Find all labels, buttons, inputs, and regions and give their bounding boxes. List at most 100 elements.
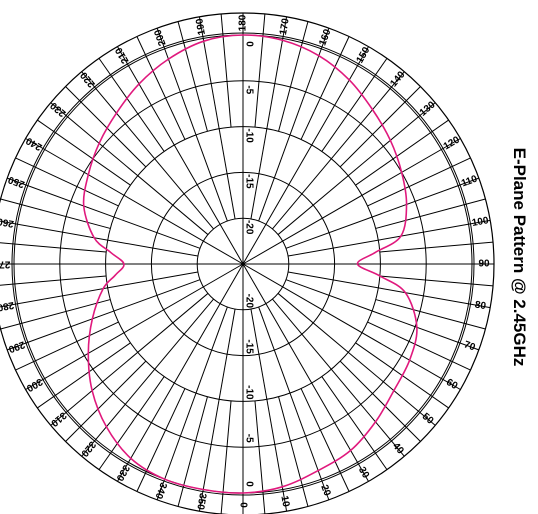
spoke-line (339, 360, 421, 442)
radial-tick-label: -20 (244, 294, 255, 309)
angle-tick-label: 350 (194, 492, 208, 511)
spoke-line (65, 360, 147, 442)
chart-title: E-Plane Pattern @ 2.45GHz (510, 147, 529, 367)
spoke-line (50, 293, 209, 426)
spoke-line (277, 293, 436, 426)
spoke-line (254, 400, 266, 514)
radial-tick-label: -10 (244, 128, 255, 143)
spoke-line (198, 16, 236, 219)
radial-tick-label: -10 (244, 385, 255, 400)
spoke-line (37, 119, 131, 186)
spoke-line (0, 271, 198, 308)
spoke-line (220, 400, 232, 514)
angle-tick-label: 20 (318, 483, 332, 498)
spoke-line (321, 58, 388, 152)
radial-tick-label: 0 (244, 41, 255, 47)
spoke-line (98, 58, 165, 152)
spoke-line (81, 298, 214, 457)
radial-tick-label: -5 (244, 85, 255, 94)
spoke-line (220, 13, 232, 128)
angle-tick-label: 280 (0, 299, 15, 313)
spoke-line (250, 309, 288, 512)
spoke-line (65, 86, 147, 168)
spoke-line (300, 36, 350, 140)
angle-tick-label: 90 (478, 259, 490, 270)
spoke-line (258, 306, 330, 501)
spoke-line (254, 13, 266, 128)
title-area: E-Plane Pattern @ 2.45GHz (500, 0, 538, 514)
spoke-line (258, 27, 330, 222)
spoke-line (0, 242, 107, 253)
spoke-line (25, 263, 244, 390)
angle-tick-label: 190 (194, 17, 208, 36)
spoke-line (285, 177, 480, 249)
spoke-line (300, 388, 350, 492)
spoke-line (50, 102, 209, 235)
pattern-series-line (82, 34, 418, 494)
spoke-line (117, 46, 244, 265)
spoke-line (117, 263, 244, 482)
spoke-line (136, 36, 186, 140)
spoke-line (379, 241, 494, 253)
angle-tick-label: 200 (152, 27, 168, 47)
spoke-line (6, 177, 201, 249)
spoke-line (242, 263, 369, 482)
spoke-line (198, 309, 236, 512)
angle-tick-label: 70 (462, 339, 477, 353)
spoke-line (98, 376, 165, 470)
angle-tick-label: 340 (152, 481, 168, 501)
spoke-line (242, 138, 461, 265)
angle-tick-label: 260 (0, 215, 15, 229)
spoke-line (321, 376, 388, 470)
spoke-line (25, 138, 244, 265)
spoke-line (288, 271, 491, 309)
spoke-line (156, 27, 228, 222)
spoke-line (272, 71, 405, 230)
angle-tick-label: 30 (356, 465, 371, 481)
angle-tick-label: 250 (6, 173, 26, 189)
spoke-line (15, 157, 119, 207)
spoke-line (177, 21, 208, 132)
spoke-line (242, 263, 461, 390)
angle-tick-label: 40 (390, 441, 406, 457)
spoke-line (278, 396, 309, 507)
radial-tick-label: -5 (244, 434, 255, 443)
spoke-line (156, 306, 228, 501)
spoke-line (15, 321, 119, 371)
angle-tick-label: 180 (238, 14, 249, 31)
angle-tick-label: 170 (278, 17, 292, 36)
spoke-line (81, 71, 214, 230)
angle-tick-label: 270 (0, 259, 10, 270)
radial-tick-label: -15 (244, 339, 255, 354)
spoke-line (0, 220, 198, 257)
radial-tick-label: -15 (244, 174, 255, 189)
spoke-line (177, 396, 208, 507)
angle-tick-label: 110 (460, 173, 479, 189)
spoke-line (379, 275, 494, 287)
radial-tick-label: 0 (244, 481, 255, 487)
spoke-line (375, 198, 486, 229)
angle-tick-label: 160 (317, 27, 333, 47)
angle-tick-label: 60 (444, 377, 460, 392)
spoke-line (37, 342, 131, 409)
spoke-line (0, 275, 107, 286)
angle-tick-label: 0 (238, 502, 249, 508)
spoke-line (339, 86, 421, 168)
spoke-line (367, 321, 471, 371)
spoke-line (355, 119, 449, 186)
spoke-line (250, 16, 288, 219)
angle-tick-label: 80 (474, 299, 487, 312)
spoke-line (375, 299, 486, 330)
angle-tick-label: 50 (420, 411, 436, 427)
polar-chart: 0 102030405060708090100110120130140150160… (0, 12, 495, 514)
spoke-line (288, 219, 491, 257)
spoke-line (367, 157, 471, 207)
spoke-line (277, 102, 436, 235)
spoke-line (285, 279, 480, 351)
angle-tick-label: 290 (6, 338, 26, 354)
radial-tick-label: -20 (244, 220, 255, 235)
spoke-line (6, 279, 201, 351)
spoke-line (0, 299, 111, 330)
spoke-line (278, 21, 309, 132)
